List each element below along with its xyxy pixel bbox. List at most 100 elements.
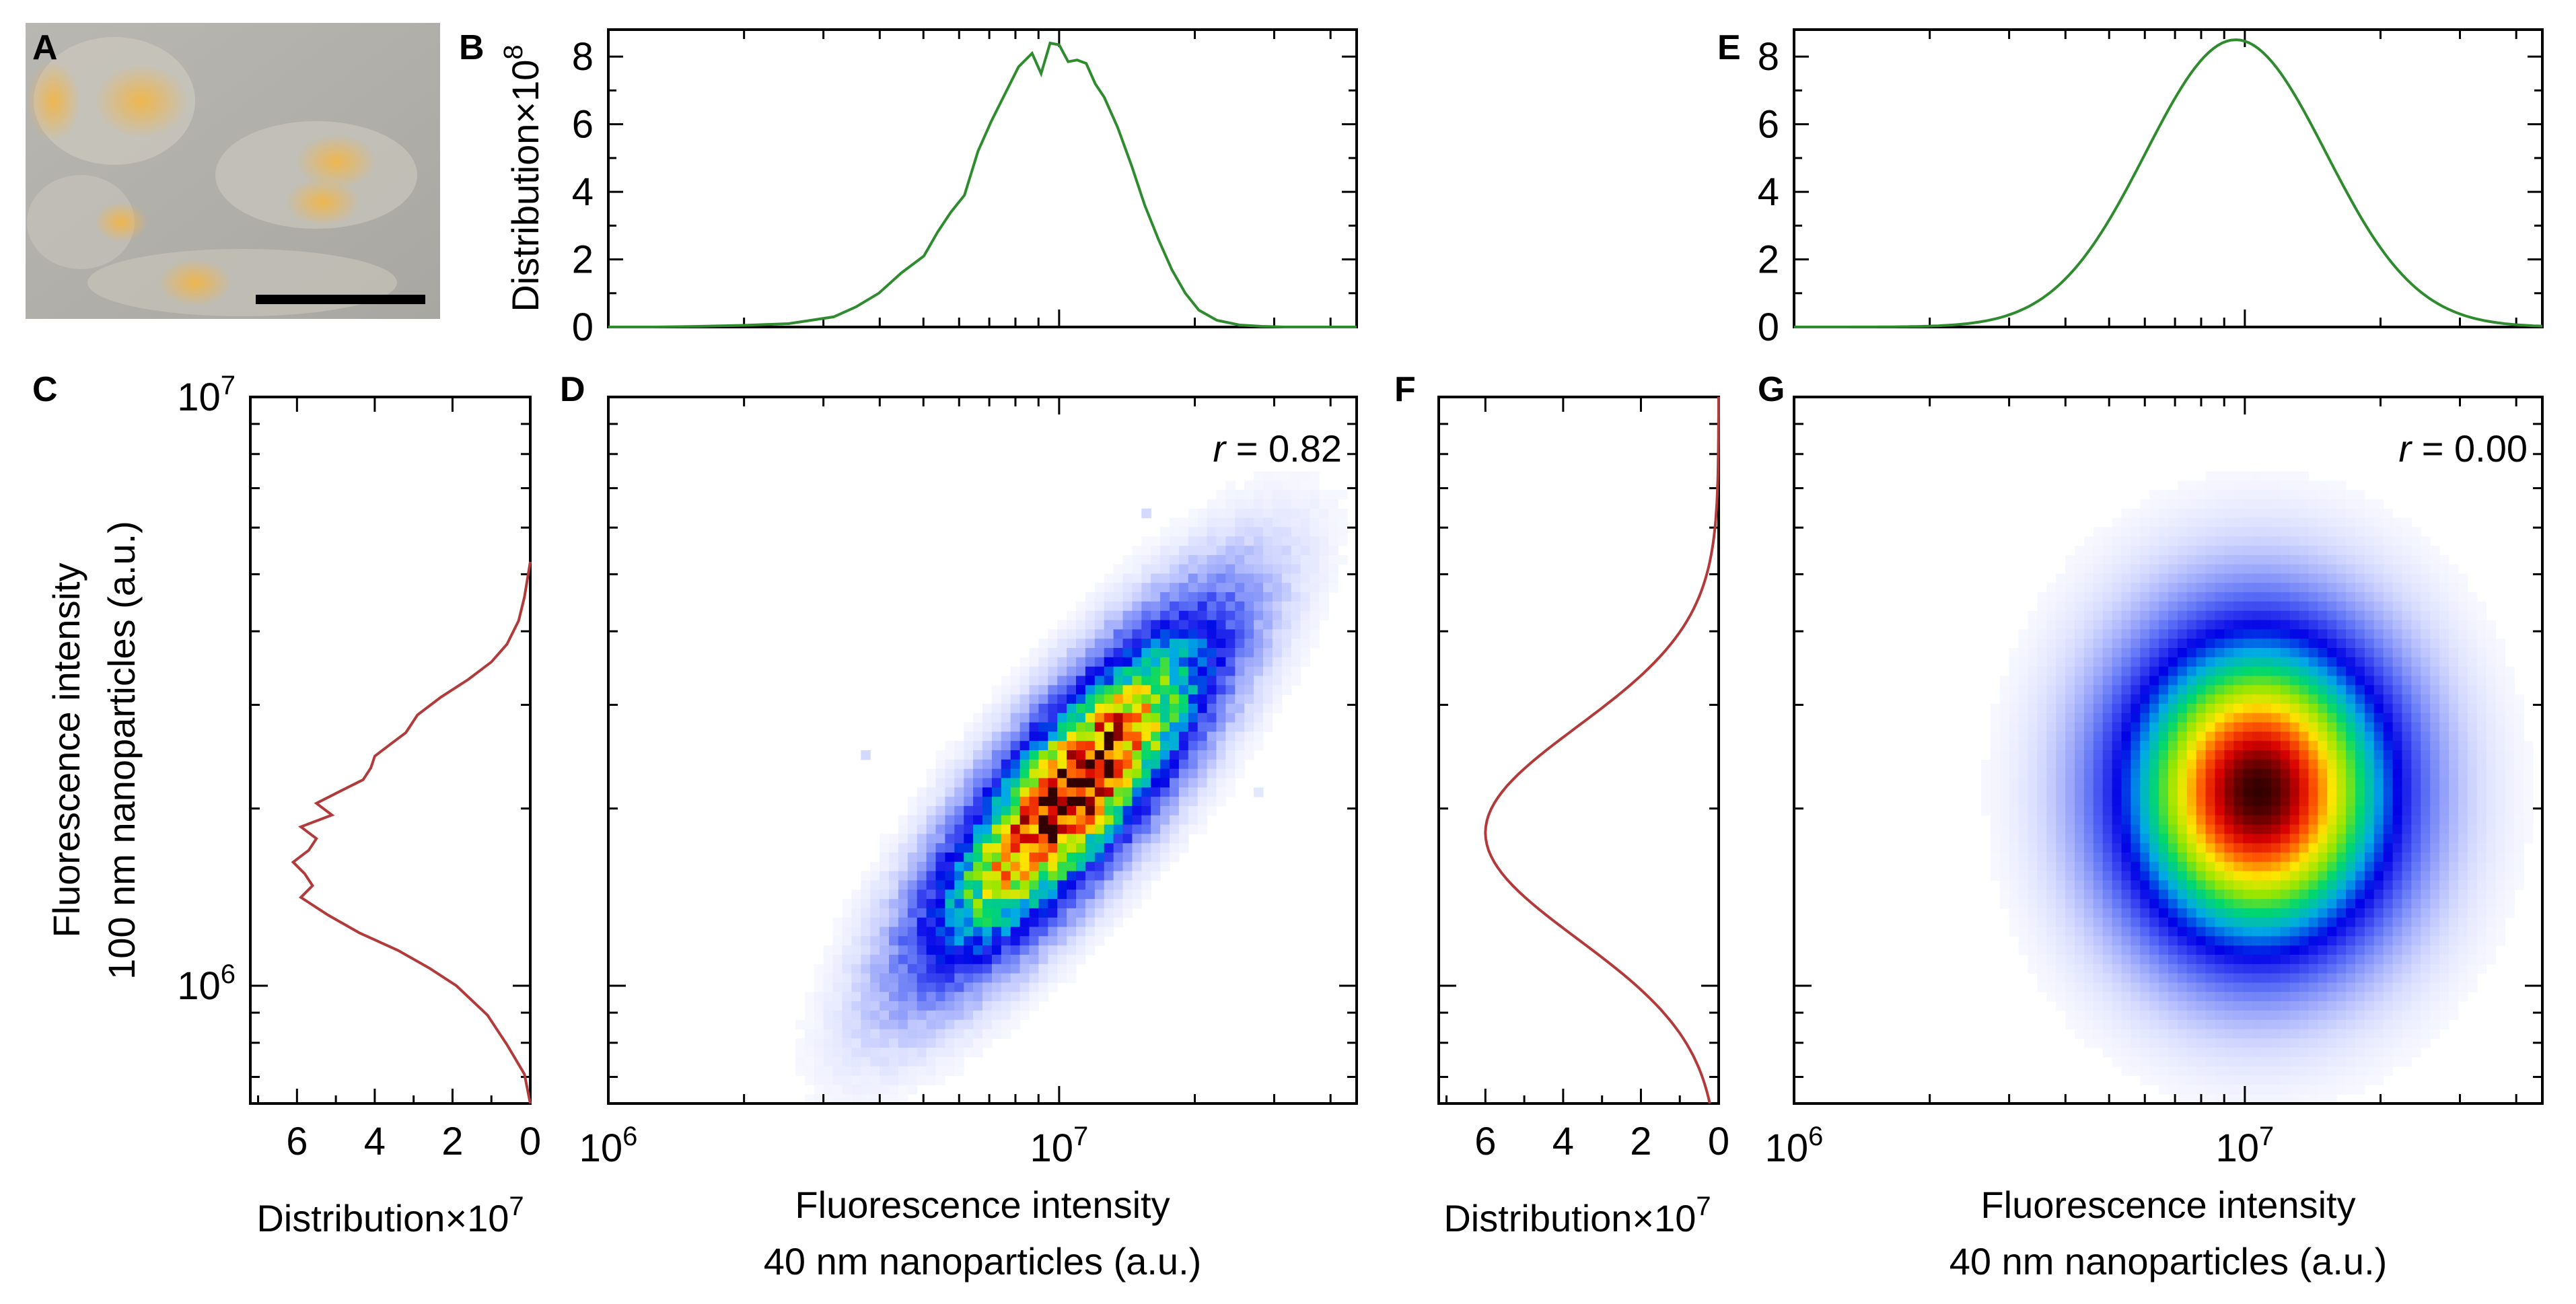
chart-g-cell bbox=[2112, 629, 2122, 639]
chart-g-cell bbox=[2299, 927, 2310, 937]
chart-g-cell bbox=[2402, 1029, 2412, 1039]
chart-g-cell bbox=[2355, 610, 2365, 621]
chart-g-cell bbox=[1981, 759, 1991, 770]
chart-d-cell bbox=[1291, 610, 1301, 621]
chart-d-cell bbox=[1029, 954, 1039, 965]
chart-g-cell bbox=[2383, 768, 2394, 778]
chart-d-cell bbox=[1094, 853, 1105, 863]
chart-g-cell bbox=[2280, 1029, 2291, 1039]
chart-g-cell bbox=[2177, 592, 2188, 602]
chart-d-cell bbox=[1160, 639, 1170, 649]
chart-d-cell bbox=[1057, 787, 1067, 797]
chart-g-cell bbox=[2252, 471, 2262, 481]
chart-g-cell bbox=[2346, 954, 2356, 965]
chart-g-cell bbox=[2373, 731, 2384, 741]
chart-g-cell bbox=[2383, 648, 2394, 658]
chart-d-cell bbox=[1188, 629, 1198, 639]
chart-g-cell bbox=[2215, 880, 2225, 890]
chart-g-cell bbox=[2009, 843, 2019, 853]
chart-d-cell bbox=[1235, 639, 1245, 649]
chart-d-cell bbox=[1113, 666, 1124, 677]
chart-d-cell bbox=[945, 824, 955, 834]
chart-g-cell bbox=[2075, 936, 2085, 946]
chart-g-cell bbox=[2439, 1001, 2449, 1011]
chart-d-cell bbox=[832, 927, 843, 937]
chart-g-cell bbox=[2056, 908, 2066, 918]
chart-g-cell bbox=[2346, 657, 2356, 667]
chart-d-cell bbox=[1235, 592, 1245, 602]
chart-d-cell bbox=[1001, 824, 1011, 834]
chart-d-cell bbox=[991, 1001, 1002, 1011]
chart-d-cell bbox=[1076, 639, 1086, 649]
chart-g-cell bbox=[2280, 824, 2291, 834]
chart-g-cell bbox=[2308, 927, 2318, 937]
chart-g-cell bbox=[2102, 554, 2113, 565]
chart-d-cell bbox=[1048, 815, 1058, 826]
chart-g-cell bbox=[2205, 1019, 2216, 1030]
chart-d-cell bbox=[1272, 564, 1283, 575]
chart-g-cell bbox=[2243, 554, 2253, 565]
chart-g-cell bbox=[2411, 703, 2421, 714]
chart-d-cell bbox=[1244, 601, 1254, 612]
chart-g-cell bbox=[2402, 620, 2412, 630]
chart-d-cell bbox=[991, 927, 1002, 937]
chart-d-cell bbox=[1104, 815, 1114, 826]
chart-g-cell bbox=[2065, 741, 2075, 751]
chart-d-cell bbox=[935, 1038, 945, 1048]
chart-g-cell bbox=[2262, 805, 2272, 816]
chart-d-cell bbox=[954, 1010, 964, 1021]
chart-g-cell bbox=[2112, 1001, 2122, 1011]
chart-d-cell bbox=[907, 824, 918, 834]
chart-g-cell bbox=[2131, 601, 2141, 612]
chart-d-cell bbox=[954, 1038, 964, 1048]
chart-d-cell bbox=[1310, 499, 1320, 509]
chart-g-cell bbox=[2421, 964, 2431, 974]
chart-d-cell bbox=[823, 973, 834, 983]
chart-g-cell bbox=[2093, 843, 2104, 853]
chart-g-cell bbox=[2383, 676, 2394, 686]
chart-g-cell bbox=[2233, 490, 2244, 500]
chart-d-cell bbox=[1019, 731, 1030, 741]
chart-d-cell bbox=[1067, 890, 1077, 900]
chart-d-cell bbox=[1029, 973, 1039, 983]
chart-d-cell bbox=[1178, 517, 1189, 528]
chart-g-cell bbox=[2449, 713, 2459, 723]
chart-d-cell bbox=[1038, 908, 1048, 918]
chart-d-cell bbox=[1132, 768, 1142, 778]
chart-g-cell bbox=[2046, 815, 2056, 826]
chart-d-xtick-label-0: 106 bbox=[579, 1122, 638, 1170]
chart-g-cell bbox=[2121, 1066, 2131, 1077]
chart-d-cell bbox=[1225, 703, 1236, 714]
chart-g-cell bbox=[2364, 620, 2375, 630]
chart-d-cell bbox=[1319, 517, 1329, 528]
chart-d-cell bbox=[1225, 676, 1236, 686]
chart-g-cell bbox=[2439, 805, 2449, 816]
chart-g-cell bbox=[2449, 797, 2459, 807]
chart-g-cell bbox=[2430, 954, 2440, 965]
chart-g-cell bbox=[2308, 1029, 2318, 1039]
chart-d-cell bbox=[991, 759, 1002, 770]
chart-d-cell bbox=[832, 964, 843, 974]
chart-d-cell bbox=[954, 945, 964, 955]
chart-d-cell bbox=[1160, 601, 1170, 612]
chart-d-cell bbox=[973, 750, 983, 760]
chart-d-cell bbox=[926, 834, 937, 844]
chart-d-cell bbox=[1029, 759, 1039, 770]
chart-g-cell bbox=[2383, 703, 2394, 714]
chart-d-cell bbox=[1225, 759, 1236, 770]
chart-g-cell bbox=[2346, 741, 2356, 751]
chart-d-cell bbox=[954, 787, 964, 797]
chart-g-cell bbox=[2364, 778, 2375, 788]
chart-d-cell bbox=[1038, 927, 1048, 937]
chart-g-cell bbox=[2383, 564, 2394, 575]
chart-d-cell bbox=[1132, 741, 1142, 751]
chart-g-cell bbox=[2102, 973, 2113, 983]
chart-d-cell bbox=[1038, 890, 1048, 900]
chart-g-cell bbox=[2346, 694, 2356, 704]
chart-g-cell bbox=[2355, 880, 2365, 890]
chart-g-cell bbox=[2243, 648, 2253, 658]
chart-f-xtick-label-2: 2 bbox=[1630, 1120, 1651, 1163]
chart-d-cell bbox=[842, 1029, 852, 1039]
chart-g-cell bbox=[2233, 936, 2244, 946]
chart-g-cell bbox=[2131, 676, 2141, 686]
